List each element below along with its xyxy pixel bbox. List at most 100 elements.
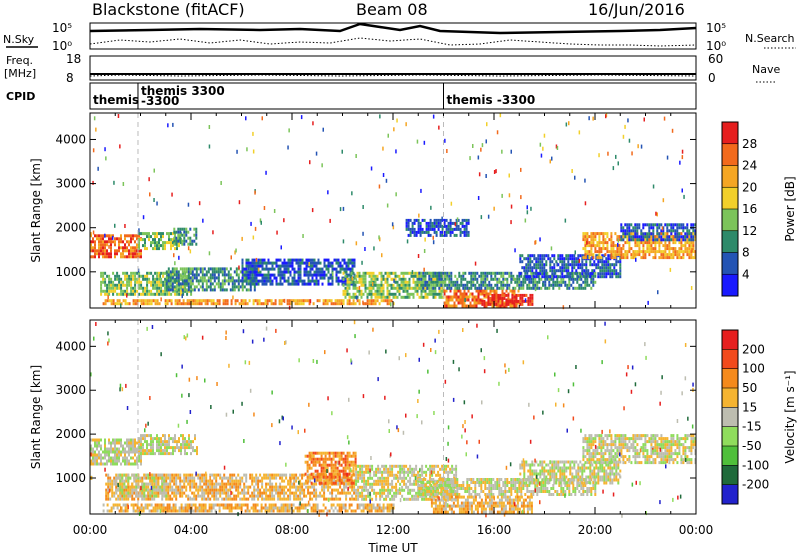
data-cell	[319, 299, 321, 302]
data-cell	[436, 284, 438, 287]
data-cell	[428, 272, 430, 275]
data-cell	[654, 247, 656, 250]
data-cell	[162, 235, 164, 238]
data-cell	[438, 222, 440, 225]
data-cell	[632, 238, 634, 241]
data-cell	[561, 269, 563, 272]
data-cell	[265, 171, 267, 175]
data-cell	[294, 283, 296, 286]
data-cell	[524, 272, 526, 275]
data-cell	[512, 287, 514, 290]
data-cell	[116, 457, 118, 460]
data-cell	[566, 284, 568, 287]
data-cell	[395, 275, 397, 278]
data-cell	[171, 477, 173, 480]
data-cell	[592, 256, 594, 259]
data-cell	[92, 460, 94, 463]
colorbar-segment	[722, 187, 738, 209]
data-cell	[389, 290, 391, 293]
data-cell	[152, 241, 154, 244]
data-cell	[317, 495, 319, 498]
data-cell	[552, 287, 554, 290]
data-cell	[642, 244, 644, 247]
data-cell	[321, 470, 323, 473]
data-cell	[466, 228, 468, 231]
data-cell	[152, 449, 154, 452]
data-cell	[104, 272, 106, 275]
data-cell	[610, 256, 612, 259]
data-cell	[217, 474, 219, 477]
data-cell	[181, 489, 183, 492]
data-cell	[154, 244, 156, 247]
data-cell	[123, 299, 125, 302]
data-cell	[160, 452, 162, 455]
data-cell	[410, 234, 412, 237]
data-cell	[603, 260, 605, 263]
data-cell	[162, 293, 164, 296]
data-cell	[676, 238, 678, 241]
data-cell	[422, 231, 424, 234]
data-cell	[124, 454, 126, 457]
data-cell	[642, 223, 644, 226]
data-cell	[126, 451, 128, 454]
data-cell	[132, 237, 134, 240]
data-cell	[420, 278, 422, 281]
data-cell	[452, 299, 454, 302]
data-cell	[557, 146, 559, 150]
data-cell	[114, 237, 116, 240]
data-cell	[626, 256, 628, 259]
data-cell	[660, 235, 662, 238]
data-cell	[195, 234, 197, 237]
data-cell	[658, 223, 660, 226]
data-cell	[160, 443, 162, 446]
data-cell	[532, 281, 534, 284]
data-cell	[186, 446, 188, 449]
data-cell	[379, 284, 381, 287]
data-cell	[431, 290, 433, 293]
data-cell	[590, 278, 592, 281]
data-cell	[136, 281, 138, 284]
data-cell	[178, 279, 180, 282]
data-cell	[379, 302, 381, 305]
data-cell	[150, 290, 152, 293]
data-cell	[537, 275, 539, 278]
data-cell	[640, 229, 642, 232]
data-cell	[427, 284, 429, 287]
data-cell	[460, 275, 462, 278]
data-cell	[415, 287, 417, 290]
data-cell	[418, 222, 420, 225]
data-cell	[116, 249, 118, 252]
data-cell	[361, 261, 363, 265]
data-cell	[162, 244, 164, 247]
data-cell	[312, 277, 314, 280]
data-cell	[586, 232, 588, 235]
data-cell	[192, 267, 194, 270]
data-cell	[138, 244, 140, 247]
data-cell	[259, 474, 261, 477]
data-cell	[144, 437, 146, 440]
data-cell	[253, 299, 255, 302]
data-cell	[600, 256, 602, 259]
data-cell	[313, 495, 315, 498]
data-cell	[253, 498, 255, 501]
data-cell	[211, 483, 213, 486]
data-cell	[563, 260, 565, 263]
data-cell	[544, 281, 546, 284]
data-cell	[393, 293, 395, 296]
data-cell	[188, 437, 190, 440]
data-cell	[284, 265, 286, 268]
data-cell	[514, 290, 516, 293]
data-cell	[134, 252, 136, 255]
data-cell	[256, 258, 258, 262]
data-cell	[309, 486, 311, 489]
data-cell	[420, 234, 422, 237]
data-cell	[257, 477, 259, 480]
data-cell	[146, 293, 148, 296]
data-cell	[242, 268, 244, 271]
data-cell	[456, 228, 458, 231]
data-cell	[202, 273, 204, 276]
data-cell	[120, 246, 122, 249]
data-cell	[114, 287, 116, 290]
data-cell	[533, 263, 535, 266]
data-cell	[235, 486, 237, 489]
